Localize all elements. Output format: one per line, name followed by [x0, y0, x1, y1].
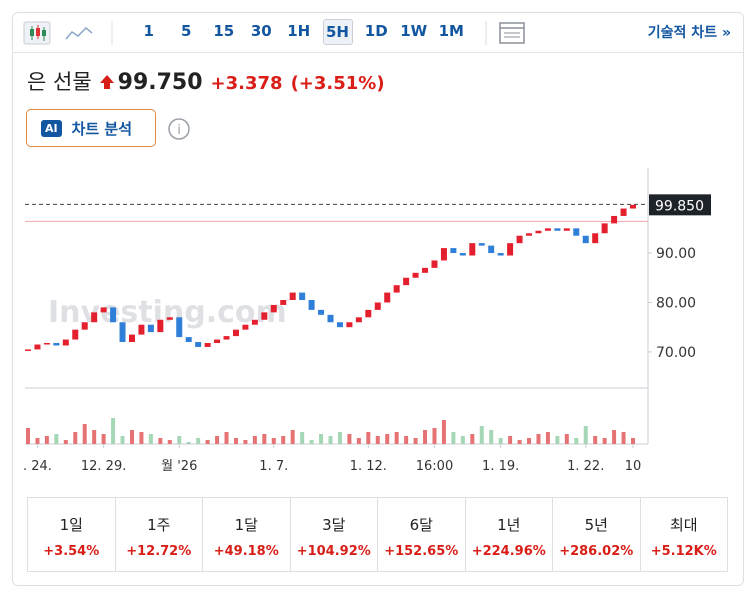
price: 99.750	[117, 70, 203, 95]
period-label: 1일	[59, 516, 83, 534]
interval-button[interactable]: 30	[250, 22, 272, 40]
change: +3.378	[210, 73, 283, 94]
period-label: 5년	[584, 516, 608, 534]
interval-button[interactable]: 15	[213, 22, 235, 40]
period-value: +152.65%	[384, 544, 459, 559]
period-returns: 1일 +3.54% 1주 +12.72% 1달 +49.18% 3달 +104.92% 6달 +1…	[27, 497, 728, 572]
period-cell: 3달 +104.92%	[289, 498, 378, 571]
period-value: +49.18%	[213, 544, 279, 559]
period-label: 6달	[409, 516, 433, 534]
period-cell: 1주 +12.72%	[114, 498, 203, 571]
layout-icon[interactable]	[484, 17, 530, 47]
period-cell: 1달 +49.18%	[202, 498, 290, 571]
quote-header: 은 선물 99.750 +3.378 (+3.51%)	[27, 66, 385, 96]
widget-card	[12, 12, 744, 586]
period-cell: 1년 +224.96%	[464, 498, 553, 571]
technical-chart-link[interactable]: 기술적 차트 »	[647, 25, 731, 41]
period-value: +12.72%	[126, 544, 192, 559]
ai-label: 차트 분석	[71, 119, 133, 138]
chart-type-icons	[23, 21, 113, 45]
instrument-name: 은 선물	[27, 70, 92, 94]
period-value: +104.92%	[296, 544, 371, 559]
ai-analysis-button[interactable]: AI 차트 분석	[26, 109, 156, 147]
period-value: +5.12K%	[650, 544, 717, 559]
ai-badge: AI	[41, 119, 62, 137]
period-value: +224.96%	[471, 544, 546, 559]
period-cell: 5년 +286.02%	[552, 498, 640, 571]
interval-button[interactable]: 1W	[400, 22, 428, 40]
period-label: 최대	[669, 516, 698, 534]
period-cell: 1일 +3.54%	[28, 498, 115, 571]
interval-button[interactable]: 5	[181, 22, 192, 40]
period-label: 1주	[147, 516, 171, 534]
period-value: +3.54%	[43, 544, 100, 559]
period-cell: 6달 +152.65%	[377, 498, 465, 571]
toolbar: 1 5 15 30 1H 5H 1D 1W 1M 기술적 차트 »	[12, 12, 743, 53]
period-label: 1년	[497, 516, 521, 534]
period-cell: 최대 +5.12K%	[639, 498, 728, 571]
up-arrow	[99, 75, 114, 89]
period-label: 1달	[234, 516, 258, 534]
interval-group: 1 5 15 30 1H 5H 1D 1W 1M	[130, 19, 470, 45]
interval-button[interactable]: 1	[143, 22, 154, 40]
interval-button[interactable]: 5H	[322, 19, 353, 45]
change-pct: (+3.51%)	[290, 73, 385, 94]
interval-button[interactable]: 1M	[438, 22, 464, 40]
interval-button[interactable]: 1H	[287, 22, 311, 40]
interval-button[interactable]: 1D	[364, 22, 388, 40]
period-label: 3달	[322, 516, 346, 534]
period-value: +286.02%	[559, 544, 634, 559]
